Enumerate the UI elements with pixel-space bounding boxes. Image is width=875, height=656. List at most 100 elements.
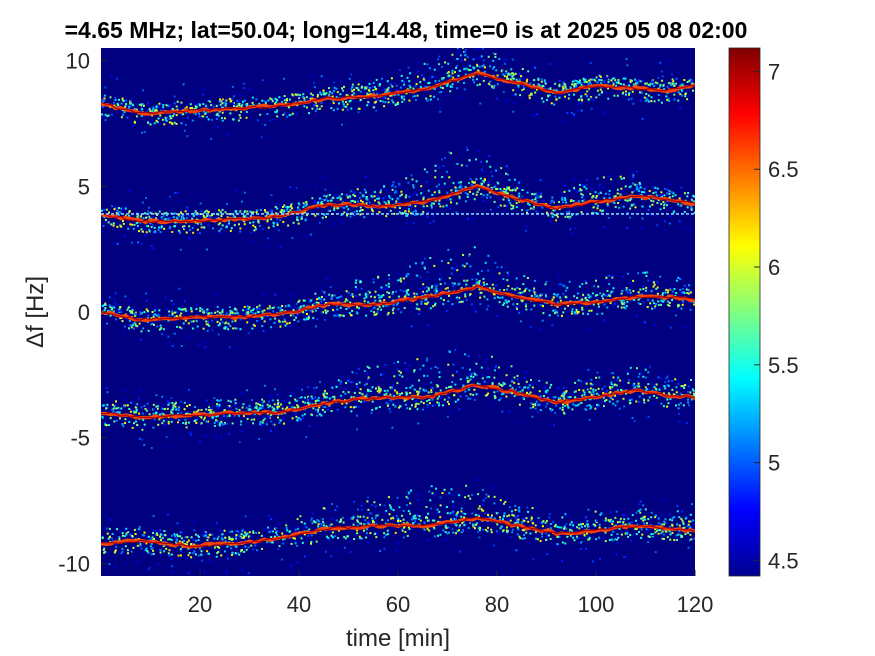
trace-3-pixel (585, 282, 588, 285)
trace-3-pixel (345, 298, 347, 301)
trace-2-pixel (286, 206, 289, 209)
trace-2-pixel (338, 195, 341, 198)
trace-1-pixel (142, 89, 144, 92)
trace-3-pixel (365, 296, 368, 299)
trace-3-pixel (553, 312, 556, 315)
trace-3-pixel (206, 329, 209, 332)
trace-2-pixel (317, 200, 320, 203)
trace-1-pixel (335, 87, 338, 90)
trace-2-pixel (196, 212, 198, 215)
trace-2-pixel (568, 217, 571, 220)
trace-4-pixel (459, 395, 462, 398)
trace-3-pixel (515, 306, 518, 309)
trace-2-pixel (456, 163, 459, 165)
trace-4-pixel (480, 366, 483, 369)
trace-1-pixel (487, 82, 490, 85)
trace-1-pixel (521, 89, 524, 92)
trace-4-pixel (369, 390, 372, 392)
trace-4-pixel (426, 403, 429, 406)
trace-2-pixel (276, 218, 278, 221)
trace-3-pixel (147, 329, 150, 332)
trace-3-pixel (266, 307, 269, 310)
trace-1-pixel (218, 110, 221, 113)
trace-4-pixel (531, 386, 534, 389)
trace-4-pixel (687, 385, 690, 388)
trace-3-pixel (574, 311, 576, 314)
trace-4-pixel (428, 399, 431, 401)
trace-3-pixel (225, 312, 228, 315)
trace-1-pixel (571, 83, 574, 86)
trace-1-pixel (482, 59, 485, 62)
trace-2-pixel (525, 229, 527, 232)
trace-3-pixel (251, 327, 254, 330)
trace-2-pixel (114, 241, 117, 244)
trace-3-pixel (315, 325, 317, 328)
trace-4-pixel (603, 405, 605, 408)
trace-2-pixel (276, 222, 279, 225)
trace-4-ridge-core (101, 384, 695, 419)
trace-2-pixel (148, 215, 151, 218)
trace-4-pixel (193, 420, 196, 423)
trace-4-pixel (638, 385, 641, 388)
trace-2-pixel (493, 200, 496, 203)
trace-2-pixel (426, 205, 429, 208)
trace-4-pixel (647, 383, 650, 386)
trace-1-pixel (163, 123, 166, 126)
trace-3-pixel (580, 298, 583, 301)
trace-1-pixel (159, 114, 162, 117)
trace-3-pixel (270, 326, 273, 329)
trace-4-pixel (340, 375, 343, 378)
trace-4-pixel (310, 395, 313, 398)
trace-3-pixel (298, 299, 301, 302)
trace-2-pixel (629, 207, 632, 210)
trace-2-pixel (357, 200, 360, 203)
trace-3-pixel (576, 296, 579, 299)
trace-4-pixel (350, 396, 353, 398)
trace-4-pixel (200, 415, 202, 418)
trace-3-pixel (119, 306, 122, 309)
trace-4-pixel (534, 407, 537, 410)
trace-2-pixel (571, 232, 574, 235)
trace-1-pixel (384, 91, 387, 94)
trace-3-pixel (577, 292, 580, 295)
trace-5-pixel (139, 544, 142, 547)
trace-4-pixel (191, 420, 194, 423)
trace-1-pixel (400, 95, 403, 98)
trace-5-pixel (556, 543, 559, 546)
trace-5-pixel (124, 545, 127, 548)
trace-2-pixel (168, 217, 171, 220)
trace-2-pixel (474, 181, 476, 184)
trace-3-pixel (656, 292, 659, 295)
trace-3-pixel (608, 295, 611, 297)
trace-1-pixel (360, 85, 363, 88)
trace-2-pixel (217, 223, 220, 226)
trace-4-pixel (426, 359, 428, 362)
trace-4-pixel (642, 398, 645, 400)
trace-4-pixel (545, 391, 548, 394)
trace-4-pixel (325, 400, 328, 403)
trace-1-pixel (368, 82, 371, 85)
trace-4-pixel (152, 403, 155, 406)
trace-4-pixel (494, 366, 497, 369)
trace-2-pixel (298, 209, 301, 212)
trace-1-pixel (245, 104, 248, 107)
trace-4-pixel (633, 382, 636, 385)
trace-4-pixel (611, 386, 614, 389)
trace-3-pixel (404, 295, 407, 298)
trace-3-pixel (292, 314, 295, 317)
trace-1-pixel (318, 107, 321, 110)
trace-2-pixel (326, 200, 329, 202)
trace-3-pixel (388, 277, 391, 280)
trace-1-pixel (185, 111, 188, 114)
trace-2-pixel (439, 205, 442, 208)
trace-2-pixel (271, 211, 273, 214)
trace-3-pixel (420, 302, 423, 305)
trace-4-pixel (554, 396, 557, 399)
trace-1-pixel (456, 58, 459, 60)
trace-4-pixel (322, 393, 325, 396)
trace-2-pixel (296, 218, 298, 221)
trace-4-pixel (538, 390, 541, 393)
trace-1-pixel (431, 102, 434, 105)
trace-1-pixel (534, 91, 537, 94)
trace-2-pixel (464, 200, 467, 203)
